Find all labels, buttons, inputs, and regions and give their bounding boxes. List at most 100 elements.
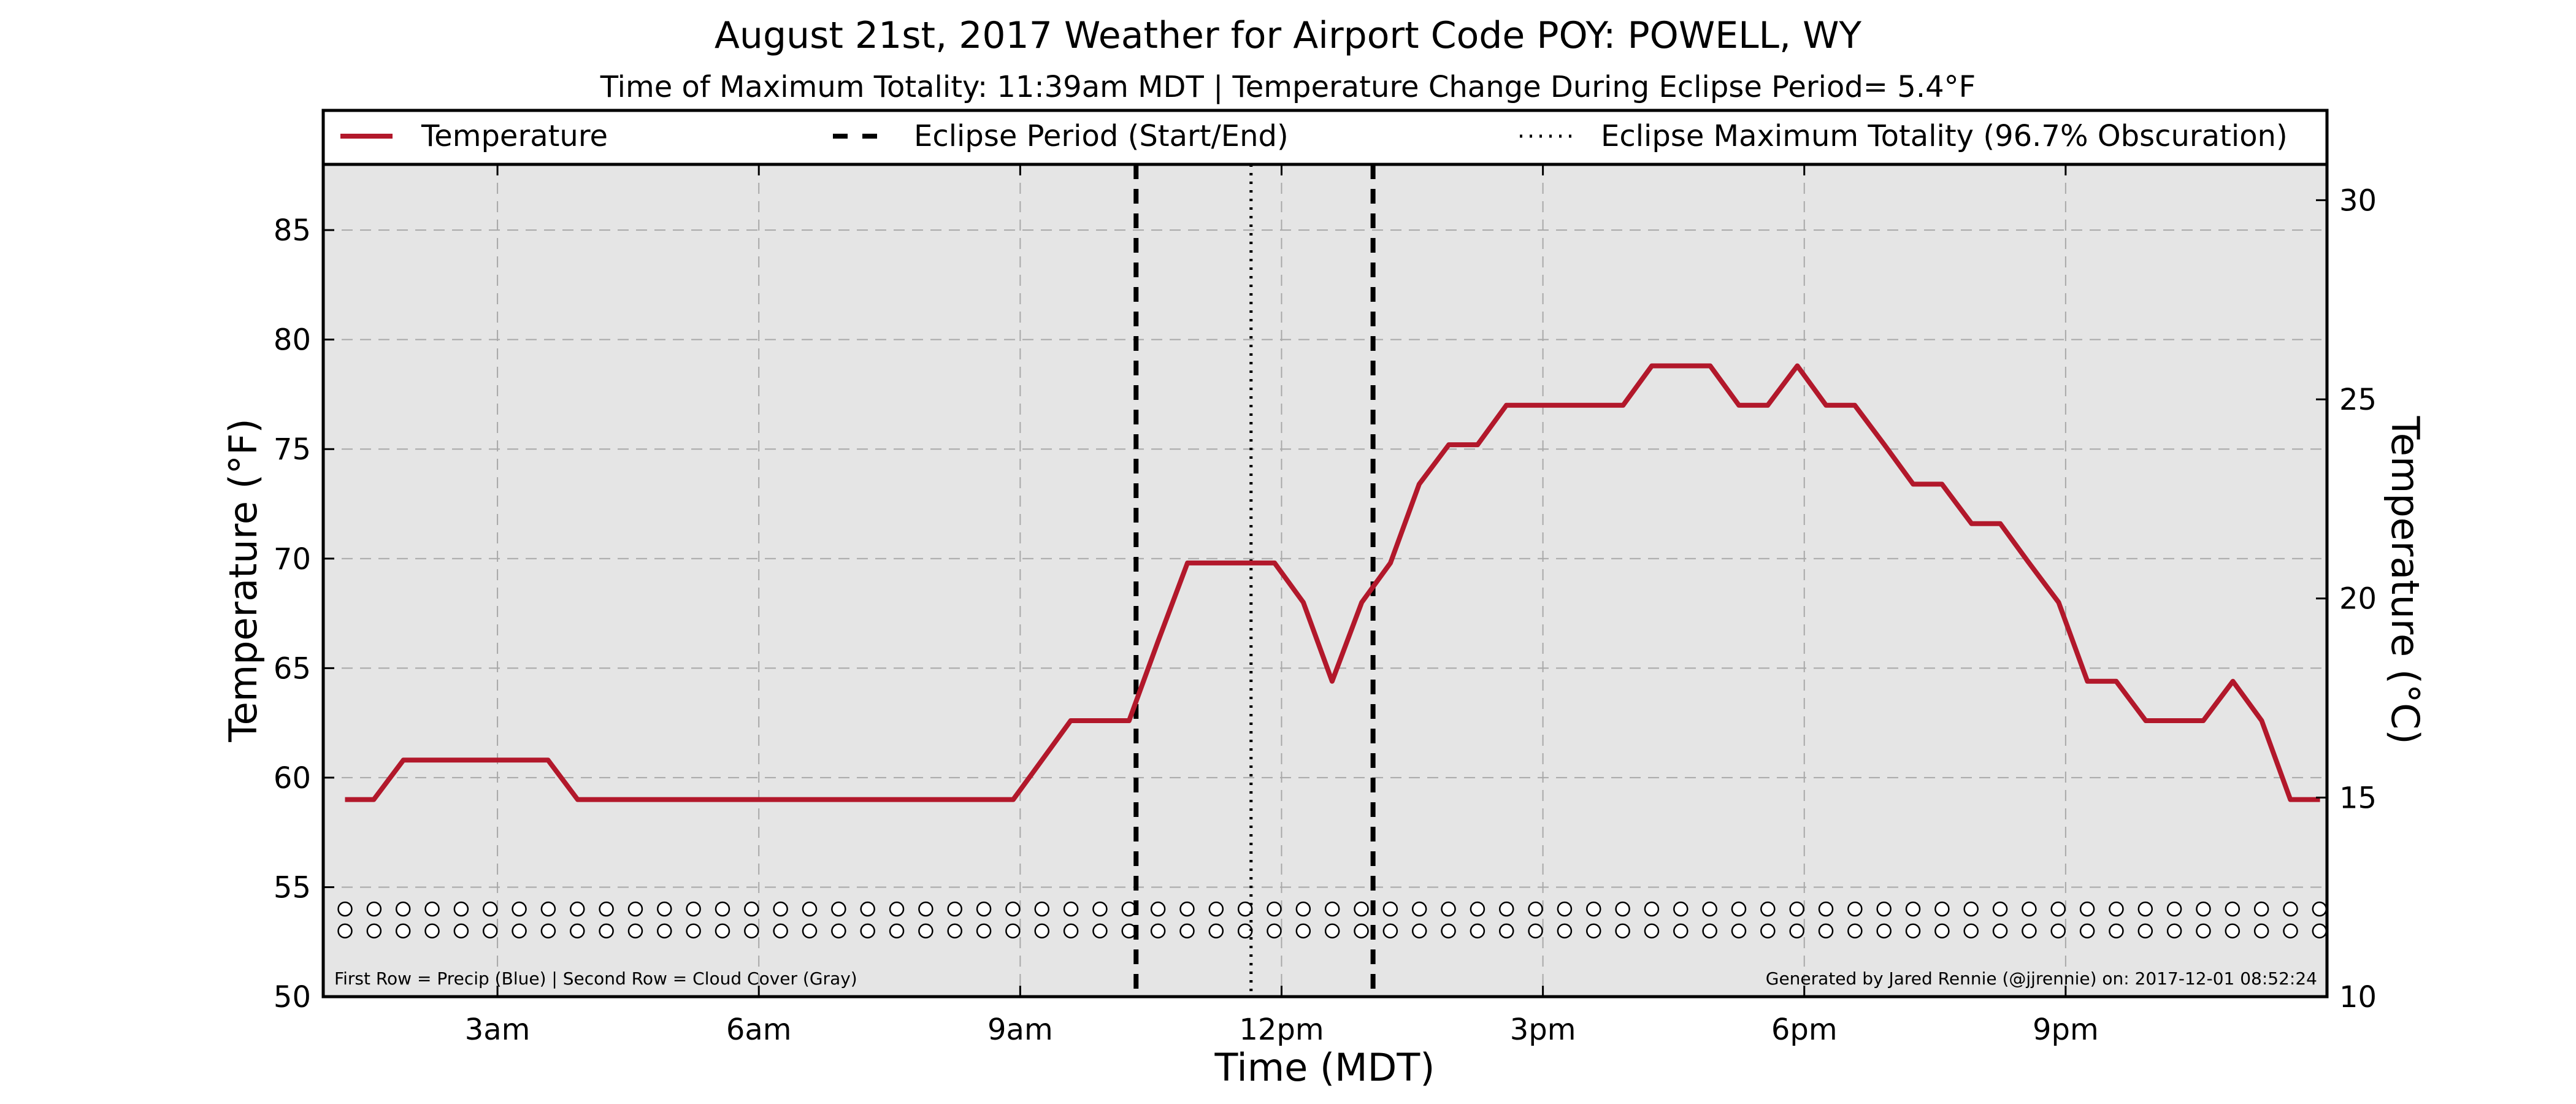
marker-precip [976, 901, 992, 917]
temperature-point [401, 757, 406, 762]
marker-precip [1267, 901, 1282, 917]
y-tick-label: 75 [274, 432, 311, 467]
temperature-point [1765, 403, 1770, 408]
temperature-point [1795, 364, 1800, 369]
marker-cloud-cover [1441, 923, 1456, 939]
x-tick-label: 6pm [1771, 1013, 1838, 1047]
y2-tick-label: 20 [2339, 582, 2377, 616]
marker-cloud-cover [1267, 923, 1282, 939]
marker-precip [424, 901, 440, 917]
marker-precip [2166, 901, 2182, 917]
marker-precip [2022, 901, 2037, 917]
marker-precip [2196, 901, 2211, 917]
marker-cloud-cover [1005, 923, 1021, 939]
eclipse-lines [1133, 164, 1376, 997]
temperature-point [458, 757, 463, 762]
marker-precip [1760, 901, 1776, 917]
temperature-point [2259, 718, 2264, 723]
marker-cloud-cover [2109, 923, 2124, 939]
marker-cloud-cover [2166, 923, 2182, 939]
marker-cloud-cover [2196, 923, 2211, 939]
temperature-point [778, 797, 783, 802]
chart-title: August 21st, 2017 Weather for Airport Co… [715, 14, 1862, 57]
temperature-point [837, 797, 841, 802]
y-tick-label: 55 [274, 870, 311, 905]
temperature-point [1533, 403, 1538, 408]
marker-precip [453, 901, 469, 917]
marker-cloud-cover [976, 923, 992, 939]
marker-cloud-cover [1354, 923, 1369, 939]
temperature-point [1068, 718, 1073, 723]
marker-precip [337, 901, 353, 917]
legend: Temperature Eclipse Period (Start/End) E… [321, 109, 2329, 166]
marker-cloud-cover [2225, 923, 2241, 939]
temperature-point [633, 797, 638, 802]
marker-precip [512, 901, 527, 917]
temperature-point [1620, 403, 1625, 408]
temperature-point [1591, 403, 1596, 408]
temperature-point [807, 797, 812, 802]
temperature-point [981, 797, 986, 802]
temperature-point [430, 757, 435, 762]
temperature-point [1272, 561, 1277, 565]
marker-cloud-cover [1063, 923, 1079, 939]
marker-cloud-cover [482, 923, 498, 939]
marker-precip [1005, 901, 1021, 917]
marker-cloud-cover [1615, 923, 1630, 939]
marker-precip [1324, 901, 1340, 917]
marker-precip [831, 901, 846, 917]
marker-precip [1411, 901, 1427, 917]
marker-cloud-cover [424, 923, 440, 939]
marker-cloud-cover [1702, 923, 1717, 939]
y2-tick-label: 15 [2339, 781, 2377, 815]
marker-cloud-cover [1150, 923, 1166, 939]
marker-cloud-cover [2022, 923, 2037, 939]
marker-precip [1179, 901, 1195, 917]
marker-precip [947, 901, 962, 917]
temperature-point [2172, 718, 2177, 723]
marker-precip [570, 901, 585, 917]
marker-precip [918, 901, 933, 917]
marker-cloud-cover [1498, 923, 1514, 939]
marker-precip [657, 901, 672, 917]
marker-cloud-cover [1673, 923, 1689, 939]
marker-cloud-cover [657, 923, 672, 939]
marker-precip [627, 901, 643, 917]
temperature-point [1852, 403, 1857, 408]
temperature-point [1359, 600, 1364, 605]
marker-cloud-cover [1905, 923, 1921, 939]
marker-cloud-cover [540, 923, 556, 939]
temperature-point [1417, 481, 1422, 486]
plot-area [323, 164, 2327, 997]
marker-precip [686, 901, 701, 917]
marker-cloud-cover [2312, 923, 2328, 939]
temperature-point [1388, 561, 1393, 565]
marker-cloud-cover [337, 923, 353, 939]
temperature-point [1882, 442, 1887, 447]
marker-cloud-cover [599, 923, 614, 939]
footnote-right: Generated by Jared Rennie (@jjrennie) on… [1766, 968, 2317, 989]
y-tick-label: 65 [274, 651, 311, 686]
marker-cloud-cover [627, 923, 643, 939]
temperature-point [2085, 679, 2090, 684]
marker-cloud-cover [1382, 923, 1398, 939]
marker-cloud-cover [1934, 923, 1950, 939]
y2-tick-label: 10 [2339, 980, 2377, 1014]
temperature-point [488, 757, 493, 762]
temperature-point [1823, 403, 1828, 408]
marker-precip [1992, 901, 2008, 917]
marker-precip [715, 901, 730, 917]
footnote-left: First Row = Precip (Blue) | Second Row =… [334, 968, 857, 989]
marker-precip [1498, 901, 1514, 917]
temperature-point [1156, 639, 1160, 644]
y-axis-right: 10 15 20 25 30 [2316, 183, 2377, 1014]
temperature-point [1301, 600, 1306, 605]
temperature-point [2114, 679, 2118, 684]
temperature-point [343, 797, 348, 802]
marker-precip [2253, 901, 2269, 917]
y-tick-label: 80 [274, 323, 311, 358]
temperature-point [924, 797, 929, 802]
marker-cloud-cover [744, 923, 759, 939]
temperature-point [2201, 718, 2206, 723]
x-axis-label: Time (MDT) [1214, 1045, 1435, 1090]
